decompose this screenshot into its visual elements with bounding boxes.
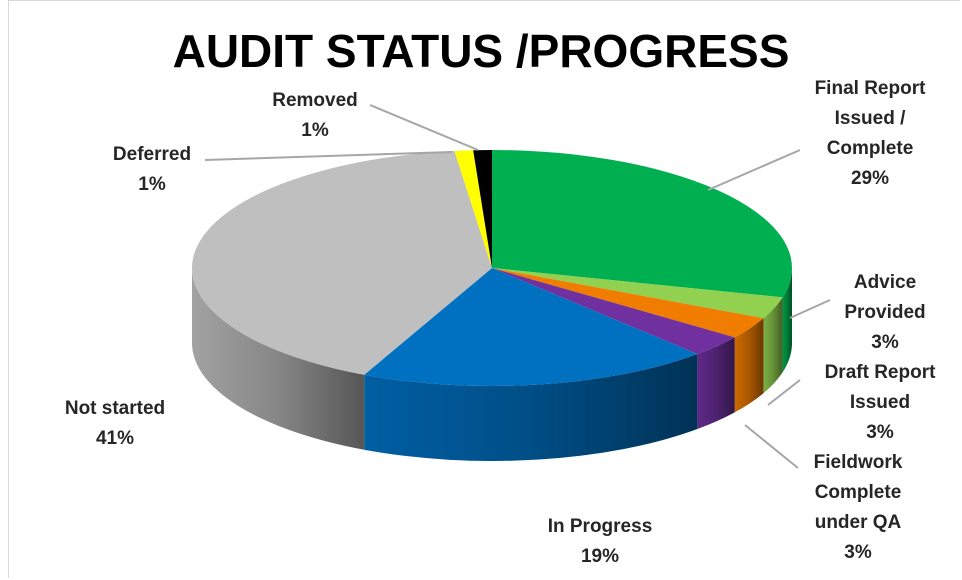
chart-title: AUDIT STATUS /PROGRESS [172,25,790,77]
data-label: Final Report Issued / Complete 29% [808,74,933,194]
pie-side [364,354,698,462]
value-label: 29% [850,168,890,189]
data-label: Not started 41% [45,394,185,454]
pie-side [192,268,365,450]
data-label: Deferred 1% [92,140,212,200]
category-label: Final Report Issued / Complete [814,78,926,159]
value-label: 1% [301,120,329,141]
pie-slice [473,150,492,268]
value-label: 19% [580,546,620,567]
leader-line [744,424,799,469]
value-label: 3% [871,332,899,353]
pie-slice [492,268,764,338]
data-label: Fieldwork Complete under QA 3% [803,448,913,568]
leader-line [204,151,453,161]
category-label: Advice Provided [844,272,926,323]
data-label: Draft Report Issued 3% [818,358,943,448]
leader-line [707,149,801,191]
leader-line [789,299,831,319]
data-label: In Progress 19% [520,512,680,572]
frame [8,0,960,578]
value-label: 41% [95,428,135,449]
pie-side [782,268,793,373]
category-label: Draft Report Issued [824,362,936,413]
leader-line [369,104,479,151]
pie-side [763,297,783,394]
value-label: 1% [138,174,166,195]
pie-slice [492,150,792,298]
pie-slice [492,268,735,355]
value-label: 3% [844,542,872,563]
category-label: In Progress [547,516,653,537]
value-label: 3% [866,422,894,443]
category-label: Fieldwork Complete under QA [813,452,903,533]
leader-line [767,379,801,406]
data-label: Removed 1% [255,86,375,146]
pie-slice [364,268,698,386]
pie-slice [454,150,492,268]
pie-slice [191,150,492,375]
pie-slice [492,268,783,319]
category-label: Removed [272,90,358,111]
category-label: Deferred [112,144,192,165]
pie-side [697,337,735,430]
pie-side [734,318,764,413]
data-label: Advice Provided 3% [835,268,935,358]
category-label: Not started [64,398,166,419]
